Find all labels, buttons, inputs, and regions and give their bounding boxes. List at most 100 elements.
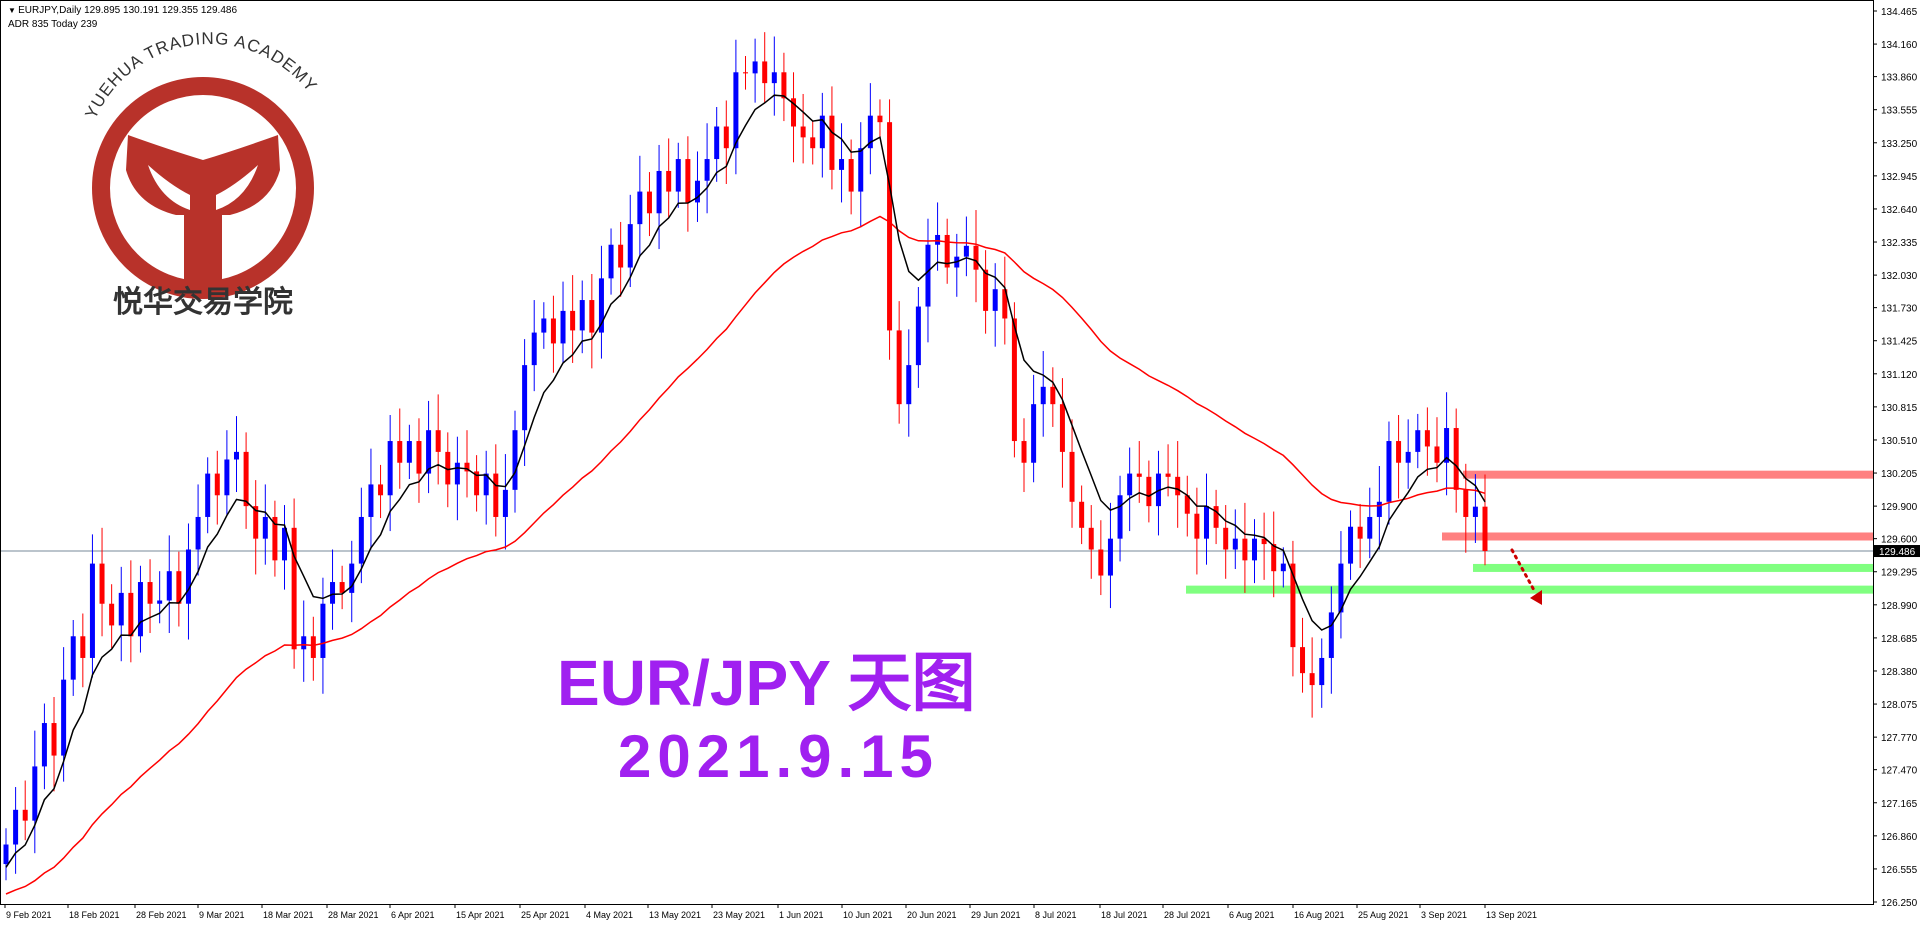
candle-body (185, 549, 191, 604)
candle-body (1376, 501, 1382, 517)
candle-body (1213, 506, 1219, 528)
moving-averages-layer (5, 94, 1486, 895)
candle-body (1482, 506, 1488, 552)
time-axis[interactable]: 9 Feb 2021 18 Feb 2021 28 Feb 2021 9 Mar 20… (4, 904, 1537, 920)
x-tick-label: 25 Apr 2021 (521, 910, 570, 920)
candle-body (925, 244, 931, 307)
candle-body (80, 636, 86, 658)
candle-body (1146, 476, 1152, 507)
candle-body (771, 72, 777, 84)
candle-body (195, 516, 201, 550)
candle-body (589, 300, 595, 333)
logo-emblem-cutout (148, 165, 258, 210)
candle-body (1184, 495, 1190, 514)
candle-body (214, 473, 220, 496)
candle-body (349, 563, 355, 593)
adr-readout: ADR 835 Today 239 (8, 19, 98, 30)
candle-body (1290, 563, 1296, 648)
candle-body (550, 318, 556, 344)
x-tick-label: 9 Feb 2021 (6, 910, 52, 920)
candle-body (397, 441, 403, 463)
candle-body (32, 766, 38, 821)
candle-body (474, 471, 480, 496)
zones-layer (1186, 470, 1873, 594)
candle-body (1223, 527, 1229, 550)
y-tick-label: 132.030 (1881, 271, 1918, 282)
x-tick-label: 18 Jul 2021 (1101, 910, 1148, 920)
y-tick-label: 130.510 (1881, 436, 1918, 447)
candle-body (973, 245, 979, 270)
candle-body (1357, 526, 1363, 539)
candle-body (646, 191, 652, 214)
candle-body (1079, 501, 1085, 528)
candle-body (3, 844, 9, 865)
candle-body (1280, 563, 1286, 572)
candle-body (1444, 428, 1450, 463)
candle-body (282, 527, 288, 561)
y-tick-label: 134.160 (1881, 40, 1918, 51)
candle-body (1434, 446, 1440, 463)
candle-body (387, 441, 393, 496)
candle-body (743, 72, 748, 74)
candle-body (147, 582, 153, 604)
candle-body (1194, 513, 1200, 539)
candle-body (541, 318, 547, 333)
candle-body (1069, 451, 1075, 502)
candle-body (1011, 318, 1017, 442)
candle-body (675, 159, 681, 192)
candle-body (1463, 489, 1469, 517)
candle-body (983, 269, 989, 311)
candle-body (791, 98, 797, 127)
y-tick-label: 129.900 (1881, 502, 1918, 513)
y-tick-label: 126.250 (1881, 898, 1918, 909)
candle-body (358, 516, 364, 564)
candle-body (166, 571, 172, 601)
candle-body (1328, 612, 1334, 658)
candle-body (205, 473, 211, 517)
candle-body (109, 603, 115, 626)
support-zone (1186, 585, 1873, 594)
candle-body (1165, 473, 1171, 477)
candle-body (70, 636, 76, 680)
candle-body (128, 592, 134, 637)
price-axis[interactable]: 134.465 134.160 133.860 133.555 133.250 132.9… (1873, 7, 1920, 909)
candle-body (685, 159, 691, 203)
candle-body (1309, 673, 1315, 686)
candle-body (531, 332, 537, 366)
logo-ring (92, 77, 314, 299)
candle-body (1242, 538, 1248, 561)
x-tick-label: 8 Jul 2021 (1035, 910, 1077, 920)
arrow-head (1530, 590, 1542, 605)
candle-body (887, 122, 893, 331)
candle-body (320, 603, 326, 658)
fast-moving-average (5, 94, 1486, 868)
candle-body (1300, 647, 1306, 674)
ohlc-readout: EURJPY,Daily 129.895 130.191 129.355 129… (18, 5, 238, 16)
x-tick-label: 6 Aug 2021 (1229, 910, 1275, 920)
x-tick-label: 18 Feb 2021 (69, 910, 120, 920)
candle-body (560, 310, 566, 344)
candle-body (637, 191, 643, 225)
support-zone (1473, 563, 1873, 572)
x-tick-label: 28 Jul 2021 (1164, 910, 1211, 920)
candle-body (1107, 538, 1113, 576)
x-tick-label: 25 Aug 2021 (1358, 910, 1409, 920)
y-tick-label: 133.555 (1881, 106, 1918, 117)
candle-body (137, 582, 143, 637)
dropdown-triangle-icon[interactable]: ▼ (8, 6, 19, 15)
candle-body (819, 115, 825, 149)
candle-body (1319, 657, 1325, 686)
candle-body (963, 245, 969, 257)
candle-body (1040, 386, 1046, 405)
annotation-title: EUR/JPY 天图 (557, 647, 976, 719)
logo-emblem (126, 135, 280, 285)
candle-body (22, 809, 28, 821)
y-tick-label: 126.860 (1881, 832, 1918, 843)
candle-body (1117, 495, 1123, 539)
y-tick-label: 128.685 (1881, 634, 1918, 645)
candle-body (1261, 538, 1267, 545)
candle-body (1472, 506, 1478, 517)
candle-body (762, 61, 768, 84)
candle-body (608, 244, 614, 279)
